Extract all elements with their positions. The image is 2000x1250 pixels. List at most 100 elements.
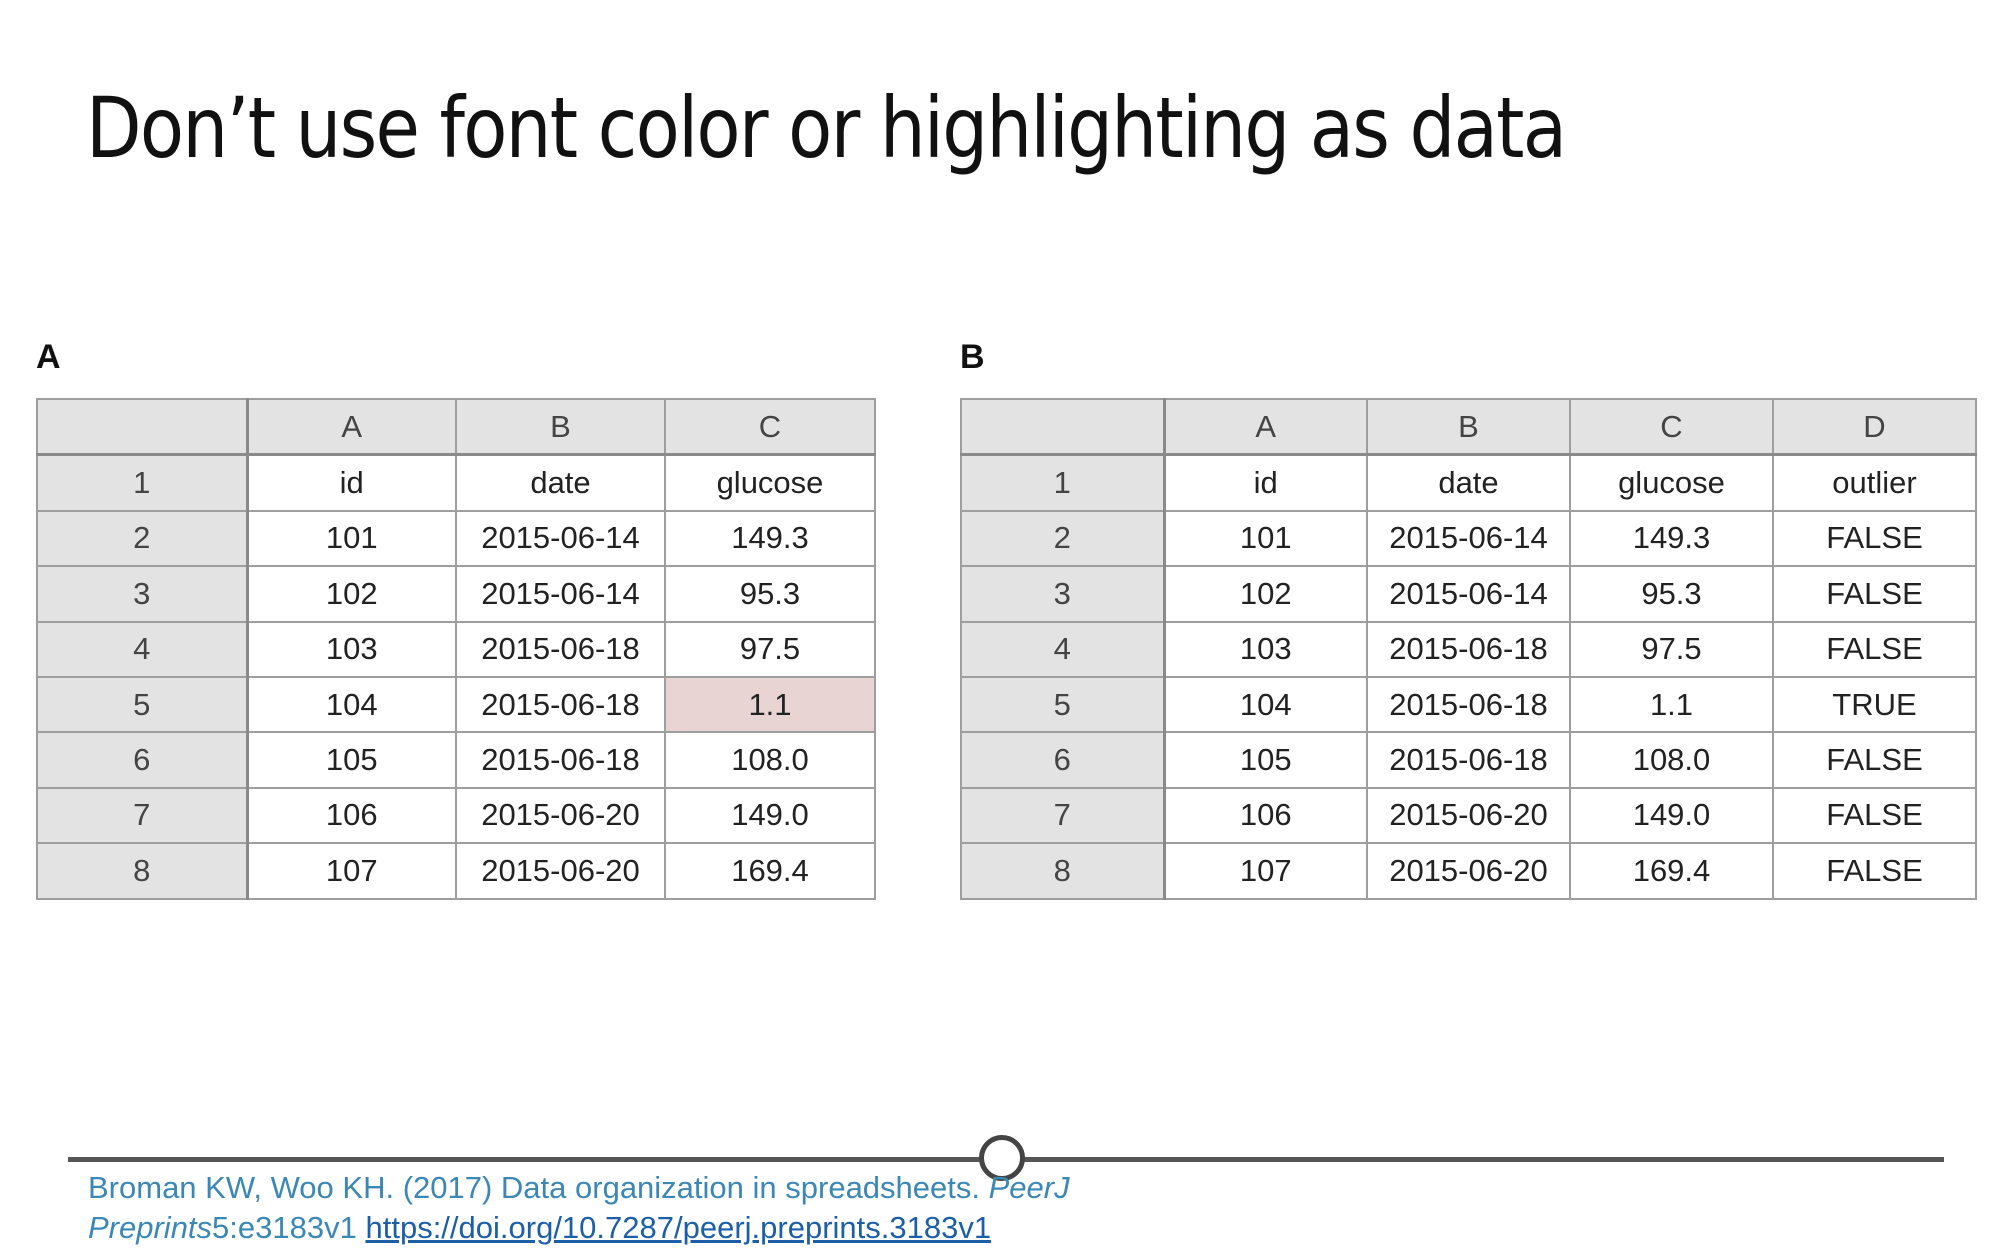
- table-cell[interactable]: 101: [246, 509, 457, 568]
- row-header[interactable]: 2: [36, 509, 249, 568]
- table-cell[interactable]: 149.3: [1569, 509, 1774, 568]
- citation-volume: 5:e3183v1: [212, 1210, 357, 1245]
- row-header[interactable]: 3: [960, 565, 1166, 623]
- table-cell[interactable]: FALSE: [1772, 842, 1977, 900]
- panel-label-b: B: [960, 338, 985, 376]
- row-header[interactable]: 1: [960, 453, 1166, 512]
- row-header[interactable]: 5: [36, 675, 249, 734]
- table-row: 4 103 2015-06-18 97.5 FALSE: [960, 620, 1977, 678]
- table-cell[interactable]: FALSE: [1772, 786, 1977, 845]
- progress-knob[interactable]: [979, 1135, 1025, 1181]
- citation: Broman KW, Woo KH. (2017) Data organizat…: [88, 1168, 1208, 1248]
- table-cell[interactable]: id: [1163, 453, 1368, 512]
- table-cell[interactable]: 149.3: [664, 509, 876, 568]
- table-cell[interactable]: 149.0: [664, 786, 876, 845]
- table-cell[interactable]: 102: [1163, 565, 1368, 623]
- table-cell[interactable]: 108.0: [664, 731, 876, 789]
- table-cell[interactable]: 2015-06-18: [1366, 731, 1571, 789]
- table-row: 1 id date glucose outlier: [960, 453, 1977, 512]
- row-header[interactable]: 4: [36, 620, 249, 678]
- column-header[interactable]: A: [1163, 398, 1368, 457]
- row-header[interactable]: 1: [36, 453, 249, 512]
- table-cell[interactable]: 107: [1163, 842, 1368, 900]
- row-header[interactable]: 4: [960, 620, 1166, 678]
- corner-cell[interactable]: [960, 398, 1166, 457]
- table-row: 2 101 2015-06-14 149.3 FALSE: [960, 509, 1977, 568]
- table-row: 8 107 2015-06-20 169.4 FALSE: [960, 842, 1977, 900]
- doi-link[interactable]: https://doi.org/10.7287/peerj.preprints.…: [365, 1210, 992, 1245]
- table-cell[interactable]: 95.3: [1569, 565, 1774, 623]
- table-row: 1 id date glucose: [36, 453, 876, 512]
- table-cell[interactable]: date: [455, 453, 666, 512]
- table-cell[interactable]: 106: [1163, 786, 1368, 845]
- table-cell[interactable]: 107: [246, 842, 457, 900]
- table-cell[interactable]: 102: [246, 565, 457, 623]
- table-cell[interactable]: date: [1366, 453, 1571, 512]
- table-cell[interactable]: FALSE: [1772, 509, 1977, 568]
- column-header[interactable]: D: [1772, 398, 1977, 457]
- table-cell[interactable]: 169.4: [664, 842, 876, 900]
- row-header[interactable]: 6: [960, 731, 1166, 789]
- table-cell[interactable]: 2015-06-18: [1366, 620, 1571, 678]
- table-cell[interactable]: glucose: [664, 453, 876, 512]
- table-cell[interactable]: 2015-06-20: [1366, 786, 1571, 845]
- row-header[interactable]: 7: [36, 786, 249, 845]
- table-cell[interactable]: 106: [246, 786, 457, 845]
- citation-journal: PeerJ Preprints: [88, 1170, 1070, 1245]
- table-cell[interactable]: FALSE: [1772, 731, 1977, 789]
- table-cell[interactable]: 2015-06-20: [455, 842, 666, 900]
- row-header[interactable]: 5: [960, 675, 1166, 734]
- column-header[interactable]: C: [1569, 398, 1774, 457]
- column-header[interactable]: B: [1366, 398, 1571, 457]
- table-cell[interactable]: 2015-06-14: [455, 565, 666, 623]
- table-row: 8 107 2015-06-20 169.4: [36, 842, 876, 900]
- table-cell[interactable]: 97.5: [664, 620, 876, 678]
- table-cell[interactable]: 105: [1163, 731, 1368, 789]
- row-header[interactable]: 8: [36, 842, 249, 900]
- table-cell[interactable]: 2015-06-18: [1366, 675, 1571, 734]
- table-cell[interactable]: 97.5: [1569, 620, 1774, 678]
- corner-cell[interactable]: [36, 398, 249, 457]
- row-header[interactable]: 7: [960, 786, 1166, 845]
- table-row: 6 105 2015-06-18 108.0 FALSE: [960, 731, 1977, 789]
- citation-authors: Broman KW, Woo KH. (2017) Data organizat…: [88, 1170, 980, 1205]
- table-cell[interactable]: 95.3: [664, 565, 876, 623]
- table-row: 7 106 2015-06-20 149.0 FALSE: [960, 786, 1977, 845]
- table-cell[interactable]: 103: [246, 620, 457, 678]
- table-cell[interactable]: 2015-06-20: [455, 786, 666, 845]
- table-cell[interactable]: 108.0: [1569, 731, 1774, 789]
- row-header[interactable]: 2: [960, 509, 1166, 568]
- table-cell[interactable]: 2015-06-18: [455, 620, 666, 678]
- spreadsheet-b: A B C D 1 id date glucose outlier 2 101 …: [960, 398, 1977, 900]
- table-cell[interactable]: 2015-06-14: [1366, 565, 1571, 623]
- table-cell[interactable]: 169.4: [1569, 842, 1774, 900]
- table-cell[interactable]: 149.0: [1569, 786, 1774, 845]
- table-cell[interactable]: outlier: [1772, 453, 1977, 512]
- row-header[interactable]: 6: [36, 731, 249, 789]
- row-header[interactable]: 3: [36, 565, 249, 623]
- table-cell[interactable]: FALSE: [1772, 620, 1977, 678]
- table-cell[interactable]: 2015-06-14: [1366, 509, 1571, 568]
- table-row: 3 102 2015-06-14 95.3: [36, 565, 876, 623]
- table-cell[interactable]: FALSE: [1772, 565, 1977, 623]
- table-cell[interactable]: glucose: [1569, 453, 1774, 512]
- table-cell[interactable]: 2015-06-14: [455, 509, 666, 568]
- column-header[interactable]: A: [246, 398, 457, 457]
- table-cell[interactable]: 104: [246, 675, 457, 734]
- table-cell[interactable]: id: [246, 453, 457, 512]
- table-cell[interactable]: 101: [1163, 509, 1368, 568]
- table-cell[interactable]: 2015-06-18: [455, 675, 666, 734]
- table-cell[interactable]: 2015-06-18: [455, 731, 666, 789]
- table-cell[interactable]: TRUE: [1772, 675, 1977, 734]
- table-cell[interactable]: 2015-06-20: [1366, 842, 1571, 900]
- table-cell[interactable]: 103: [1163, 620, 1368, 678]
- table-cell[interactable]: 1.1: [1569, 675, 1774, 734]
- table-row: 4 103 2015-06-18 97.5: [36, 620, 876, 678]
- column-header[interactable]: C: [664, 398, 876, 457]
- highlighted-cell[interactable]: 1.1: [664, 675, 876, 734]
- table-cell[interactable]: 104: [1163, 675, 1368, 734]
- panel-label-a: A: [36, 338, 61, 376]
- column-header[interactable]: B: [455, 398, 666, 457]
- row-header[interactable]: 8: [960, 842, 1166, 900]
- table-cell[interactable]: 105: [246, 731, 457, 789]
